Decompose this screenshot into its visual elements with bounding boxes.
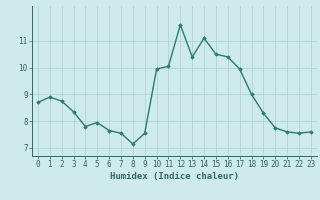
X-axis label: Humidex (Indice chaleur): Humidex (Indice chaleur) — [110, 172, 239, 181]
